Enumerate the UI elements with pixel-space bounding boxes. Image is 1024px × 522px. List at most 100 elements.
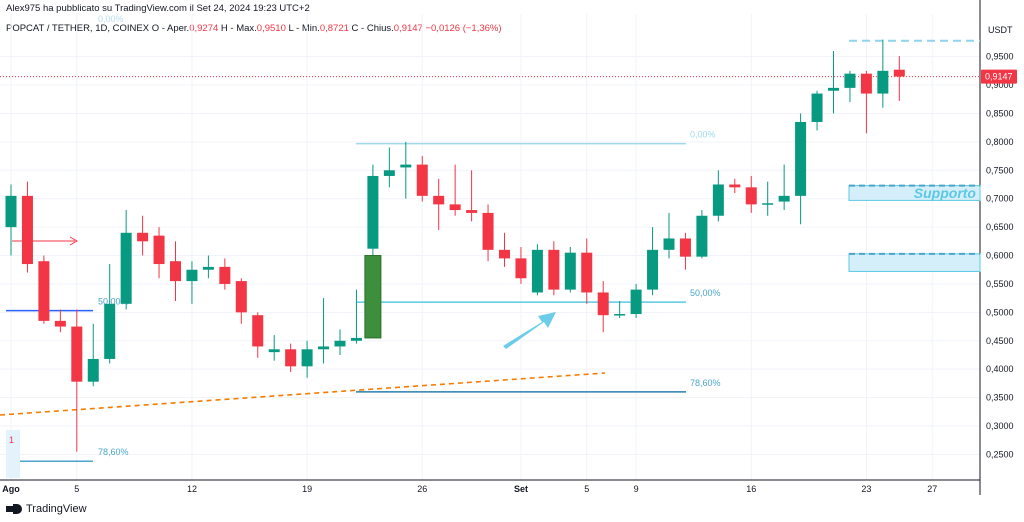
candle-body bbox=[877, 70, 889, 94]
y-tick-label: 0,5500 bbox=[986, 279, 1014, 289]
candle-body bbox=[499, 249, 510, 259]
candle-body bbox=[893, 69, 905, 77]
close-label: C - Chius. bbox=[351, 23, 394, 34]
candle-body bbox=[828, 87, 839, 91]
candle-body bbox=[219, 266, 231, 284]
y-tick-label: 0,8000 bbox=[986, 137, 1014, 147]
candle-body bbox=[614, 314, 626, 316]
x-tick-label: 9 bbox=[634, 484, 639, 494]
y-tick-label: 0,8500 bbox=[986, 108, 1014, 118]
candle-body bbox=[778, 195, 790, 202]
candle-body bbox=[38, 261, 50, 321]
x-tick-label: 19 bbox=[302, 484, 312, 494]
candle-body bbox=[811, 93, 823, 122]
candle-body bbox=[696, 215, 708, 257]
candle-body bbox=[466, 210, 478, 213]
y-tick-label: 0,2500 bbox=[986, 449, 1014, 459]
annotation-arrow-head bbox=[69, 236, 79, 246]
highlight-candle bbox=[364, 255, 382, 339]
candle-body bbox=[153, 235, 165, 265]
trend-up-arrow bbox=[503, 312, 556, 349]
candle-body bbox=[318, 346, 330, 350]
x-tick-label: Ago bbox=[2, 484, 20, 494]
footer: TradingView bbox=[6, 503, 87, 515]
low-value: 0,8721 bbox=[319, 23, 349, 34]
candle-body bbox=[630, 289, 642, 315]
y-tick-label: 0,4500 bbox=[986, 336, 1014, 346]
marker-label: 1 bbox=[9, 435, 14, 445]
candle-body bbox=[663, 238, 675, 250]
y-tick-label: 0,5000 bbox=[986, 307, 1014, 317]
y-tick-label: 0,7500 bbox=[986, 165, 1014, 175]
candle-body bbox=[186, 269, 198, 282]
candle-body bbox=[367, 175, 379, 249]
candle-body bbox=[235, 281, 247, 313]
candle-body bbox=[87, 358, 99, 382]
candle-body bbox=[268, 349, 280, 353]
candle-body bbox=[400, 164, 412, 168]
fib-left-0-label: 0,00% bbox=[98, 14, 124, 24]
y-tick-label: 0,3500 bbox=[986, 393, 1014, 403]
candle-body bbox=[581, 252, 593, 293]
candle-body bbox=[597, 292, 609, 316]
candle-body bbox=[729, 184, 741, 188]
candle-body bbox=[531, 249, 543, 293]
open-value: 0,9274 bbox=[189, 23, 219, 34]
fib-left-786-label: 78,60% bbox=[98, 447, 129, 457]
candle-body bbox=[383, 170, 395, 176]
support-label: Supporto bbox=[914, 185, 977, 201]
candle-body bbox=[482, 212, 494, 250]
candle-body bbox=[71, 326, 83, 382]
candle-body bbox=[844, 73, 856, 88]
x-tick-label: Set bbox=[514, 484, 528, 494]
candle-body bbox=[548, 249, 560, 290]
y-tick-label: 0,9000 bbox=[986, 80, 1014, 90]
candle-body bbox=[301, 349, 313, 367]
candle-body bbox=[762, 203, 774, 205]
y-tick-label: 0,7000 bbox=[986, 194, 1014, 204]
candle-body bbox=[745, 187, 757, 205]
brand-label: TradingView bbox=[26, 503, 87, 515]
candle-body bbox=[679, 238, 691, 257]
fib-mid-label: 0,00% bbox=[690, 130, 716, 140]
candle-body bbox=[433, 195, 445, 205]
candle-body bbox=[795, 121, 807, 196]
candle-body bbox=[350, 337, 362, 341]
x-tick-label: 16 bbox=[746, 484, 756, 494]
publication-info: Alex975 ha pubblicato su TradingView.com… bbox=[6, 3, 310, 14]
candle-body bbox=[712, 184, 724, 216]
candle-body bbox=[416, 164, 428, 196]
trend-line bbox=[0, 372, 606, 416]
candle-body bbox=[137, 232, 149, 242]
fib-mid-label: 50,00% bbox=[690, 288, 721, 298]
y-tick-label: 0,3000 bbox=[986, 421, 1014, 431]
symbol-label: POPCAT / TETHER, 1D, COINEX bbox=[6, 23, 150, 34]
y-tick-label: 0,4000 bbox=[986, 364, 1014, 374]
x-tick-label: 5 bbox=[74, 484, 79, 494]
fib-left-50-label: 50,00% bbox=[98, 297, 129, 307]
low-label: L - Min. bbox=[288, 23, 320, 34]
high-value: 0,9510 bbox=[256, 23, 286, 34]
marker-box bbox=[6, 430, 20, 478]
tradingview-logo-icon bbox=[6, 504, 22, 514]
candle-body bbox=[449, 204, 461, 211]
candle-body bbox=[860, 73, 872, 94]
candle-body bbox=[54, 320, 66, 327]
x-tick-label: 12 bbox=[187, 484, 197, 494]
fib-mid-label: 78,60% bbox=[690, 378, 721, 388]
y-tick-label: 0,6000 bbox=[986, 251, 1014, 261]
open-label: O - Aper. bbox=[151, 23, 190, 34]
y-tick-label: 0,9500 bbox=[986, 52, 1014, 62]
support-zone bbox=[848, 253, 981, 272]
candle-body bbox=[515, 258, 527, 279]
candle-body bbox=[104, 303, 116, 359]
candle-body bbox=[21, 195, 33, 265]
change-value: −0,0126 (−1,36%) bbox=[425, 23, 502, 34]
high-label: H - Max. bbox=[220, 23, 257, 34]
candle-body bbox=[202, 266, 214, 270]
candle-body bbox=[285, 349, 297, 367]
candle-body bbox=[5, 195, 17, 228]
close-value: 0,9147 bbox=[393, 23, 423, 34]
last-price-badge bbox=[981, 69, 1017, 84]
